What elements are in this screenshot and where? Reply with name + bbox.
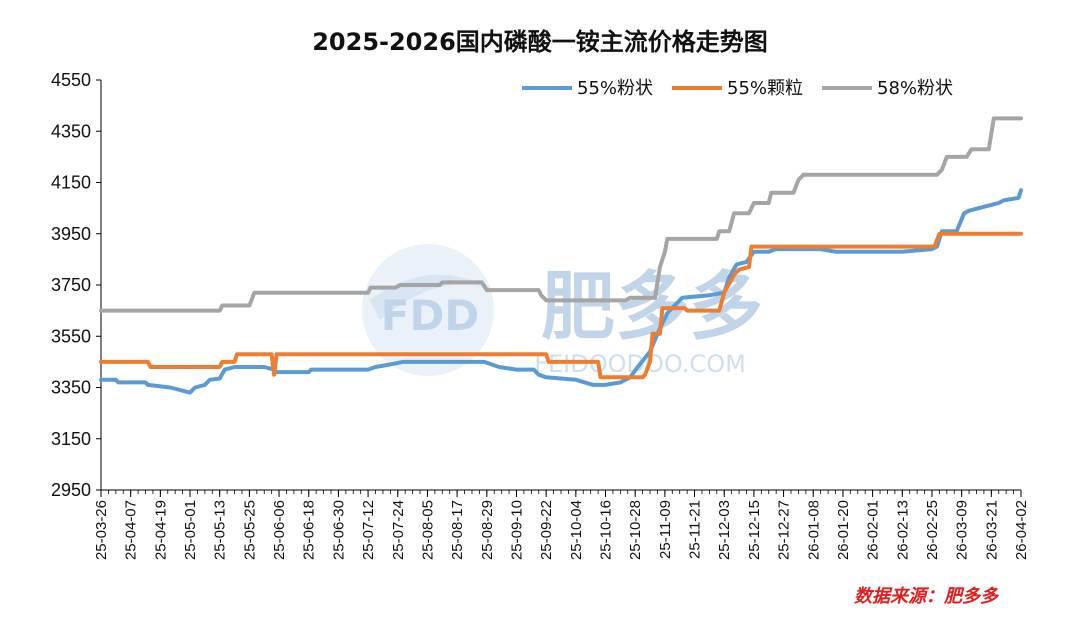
x-tick-label: 25-06-18: [301, 500, 318, 560]
x-tick-label: 25-05-25: [241, 500, 258, 560]
y-tick-label: 3350: [51, 378, 91, 398]
x-axis: 25-03-26 25-04-07 25-04-19 25-05-01 25-05-13…: [93, 489, 1030, 560]
watermark-logo-text: FDD: [381, 291, 479, 340]
x-tick-label: 26-03-09: [954, 500, 971, 560]
y-tick-label: 4150: [51, 173, 91, 193]
y-tick-label: 4350: [51, 121, 91, 141]
x-tick-label: 25-06-30: [330, 500, 347, 560]
x-tick-label: 25-10-16: [598, 500, 615, 560]
x-tick-label: 25-07-12: [360, 500, 377, 560]
x-tick-label: 26-02-25: [924, 500, 941, 560]
y-tick-label: 3550: [51, 326, 91, 346]
y-tick-label: 4550: [51, 70, 91, 90]
x-tick-label: 26-03-21: [983, 500, 1000, 560]
y-tick-label: 3750: [51, 275, 91, 295]
x-tick-label: 25-04-07: [123, 500, 140, 560]
x-tick-label: 26-01-08: [805, 500, 822, 560]
x-tick-label: 26-01-20: [835, 500, 852, 560]
series-lines: [99, 116, 1023, 395]
y-tick-label: 2950: [51, 480, 91, 500]
x-tick-label: 25-10-28: [627, 500, 644, 560]
x-tick-label: 25-09-22: [538, 500, 555, 560]
x-tick-label: 25-10-04: [568, 500, 585, 560]
x-tick-label: 25-11-21: [687, 500, 704, 559]
x-tick-label: 25-05-13: [212, 500, 229, 560]
x-tick-label: 25-04-19: [152, 500, 169, 560]
x-tick-label: 25-12-03: [716, 500, 733, 560]
y-axis: 2950 3150 3350 3550 3750 3950 4150 4350 4550: [51, 70, 102, 500]
x-tick-label: 25-08-29: [479, 500, 496, 560]
legend: 55%粉状 55%颗粒 58%粉状: [522, 78, 953, 99]
x-tick-label: 26-02-01: [865, 500, 882, 560]
x-tick-label: 25-12-27: [776, 500, 793, 560]
x-tick-label: 25-03-26: [93, 500, 110, 560]
x-tick-label: 26-02-13: [894, 500, 911, 560]
x-tick-label: 26-04-02: [1013, 500, 1030, 560]
series-line-2: [99, 231, 1023, 380]
legend-label-1: 55%粉状: [577, 78, 653, 99]
watermark-globe-icon: [362, 244, 494, 376]
legend-label-2: 55%颗粒: [727, 78, 803, 99]
x-tick-label: 25-07-24: [390, 500, 407, 560]
x-tick-label: 25-11-09: [657, 500, 674, 559]
series-line-3: [99, 116, 1023, 313]
y-tick-label: 3950: [51, 224, 91, 244]
x-tick-label: 25-08-17: [449, 500, 466, 560]
legend-label-3: 58%粉状: [877, 78, 953, 99]
x-tick-label: 25-09-10: [508, 500, 525, 560]
chart-title: 2025-2026国内磷酸一铵主流价格走势图: [312, 28, 768, 56]
x-tick-label: 25-08-05: [419, 500, 436, 560]
source-note: 数据来源：肥多多: [854, 586, 998, 607]
x-tick-label: 25-12-15: [746, 500, 763, 560]
x-tick-label: 25-06-06: [271, 500, 288, 560]
y-tick-label: 3150: [51, 429, 91, 449]
x-tick-label: 25-05-01: [182, 500, 199, 560]
